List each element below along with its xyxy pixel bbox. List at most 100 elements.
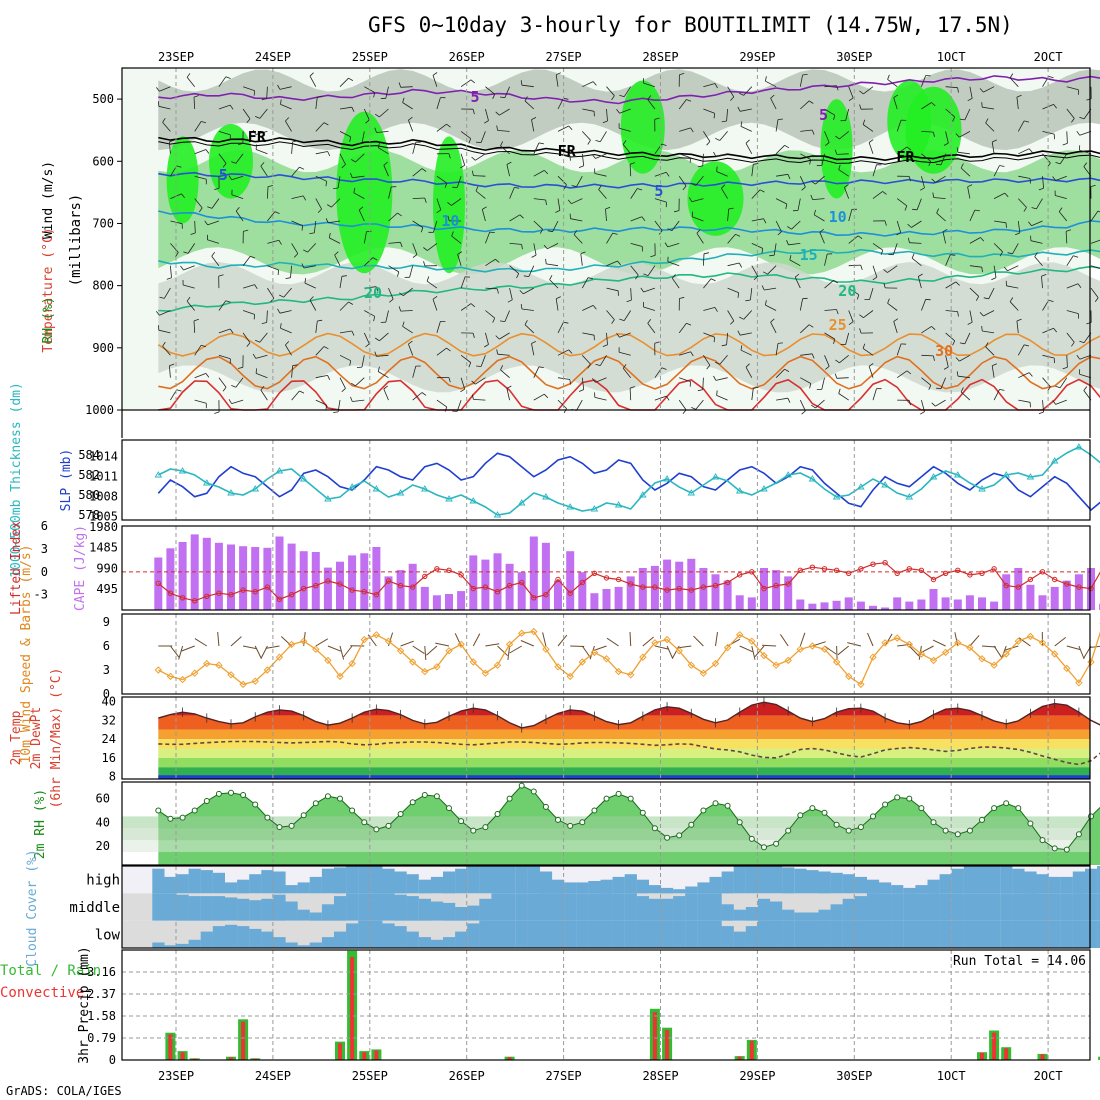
thickness-marker bbox=[663, 475, 671, 482]
wind-barb-flag bbox=[979, 88, 984, 93]
wind-barb-flag bbox=[238, 366, 243, 369]
wind-barb bbox=[813, 214, 825, 222]
wind-barb-flag bbox=[323, 346, 329, 350]
wind-barb-flag bbox=[309, 72, 314, 77]
surface-wind-barb bbox=[230, 636, 242, 647]
cape-bar bbox=[990, 601, 999, 610]
wind-barb-flag bbox=[237, 143, 244, 146]
wind-barb bbox=[743, 310, 753, 320]
rh-marker bbox=[906, 795, 913, 802]
lifted-index-marker bbox=[519, 579, 525, 586]
wind-speed-marker bbox=[227, 671, 235, 679]
precip-conv-bar bbox=[229, 1057, 233, 1060]
wind-barb-flag bbox=[713, 375, 717, 381]
wind-barb bbox=[630, 288, 632, 301]
wind-barb-flag bbox=[496, 125, 498, 131]
wind-barb-flag bbox=[563, 184, 567, 190]
surface-wind-barb bbox=[969, 635, 980, 647]
wind-barb bbox=[745, 143, 753, 154]
lifted-index-marker bbox=[204, 593, 210, 599]
wind-barb-flag bbox=[721, 344, 727, 347]
wind-barb bbox=[1058, 211, 1068, 222]
rh-marker bbox=[833, 821, 840, 828]
wind-barb-flag bbox=[470, 303, 476, 308]
cape-bar bbox=[420, 586, 429, 610]
wind-barb-flag bbox=[383, 161, 388, 166]
wind-ylabel: 10m Wind Speed & Barbs (m/s) bbox=[19, 544, 34, 763]
wind-barb bbox=[935, 399, 946, 407]
wind-barb bbox=[313, 220, 317, 233]
wind-tick: 3 bbox=[103, 663, 110, 677]
wind-barb-flag bbox=[545, 199, 547, 206]
wind-barb bbox=[218, 328, 231, 334]
wind-barb bbox=[456, 176, 462, 188]
rh-marker bbox=[215, 790, 222, 797]
wind-barb-flag bbox=[740, 345, 743, 351]
wind-barb bbox=[339, 153, 346, 165]
wind-barb-flag bbox=[555, 210, 561, 213]
lifted-index-marker bbox=[809, 564, 816, 570]
cloud-high-bar bbox=[866, 879, 880, 894]
wind-barb bbox=[1018, 175, 1031, 179]
wind-barb-flag bbox=[255, 116, 260, 119]
wind-barb bbox=[703, 83, 716, 88]
wind-barb bbox=[896, 119, 902, 132]
cloud-middle-bar bbox=[624, 893, 637, 921]
wind-barb bbox=[460, 153, 466, 166]
wind-barb bbox=[751, 218, 764, 222]
wind-barb-flag bbox=[703, 252, 709, 255]
wind-barb bbox=[352, 399, 365, 402]
wind-barb-flag bbox=[519, 214, 524, 219]
wind-barb-flag bbox=[612, 232, 618, 235]
cloud-high-bar bbox=[418, 879, 431, 894]
wind-barb bbox=[582, 108, 595, 112]
cloud-low-bar bbox=[455, 931, 468, 948]
wind-barb-flag bbox=[277, 308, 281, 314]
rh-marker bbox=[494, 811, 501, 817]
wind-barb bbox=[432, 299, 438, 311]
wind-barb-flag bbox=[686, 99, 692, 102]
cloud-low-bar bbox=[261, 931, 274, 948]
wind-barb-flag bbox=[770, 94, 775, 99]
lifted-index-marker bbox=[155, 580, 162, 586]
cape-bar bbox=[832, 600, 841, 610]
wind-barb-flag bbox=[303, 249, 308, 253]
wind-barb bbox=[945, 310, 958, 312]
wind-barb bbox=[267, 211, 276, 222]
wind-barb bbox=[436, 175, 448, 184]
cloud-high-bar bbox=[842, 874, 855, 894]
wind-barb bbox=[533, 393, 545, 401]
cloud-middle-bar bbox=[225, 897, 238, 921]
wind-barb-flag bbox=[471, 170, 474, 176]
cloud-middle-bar bbox=[152, 893, 165, 921]
wind-barb-flag bbox=[299, 166, 305, 170]
wind-barb-flag bbox=[222, 386, 227, 392]
cloud-middle-bar bbox=[552, 893, 565, 921]
cape-bar bbox=[917, 599, 926, 610]
wind-barb bbox=[571, 198, 583, 205]
wind-barb-flag bbox=[740, 121, 743, 127]
cloud-high-bar bbox=[757, 866, 771, 894]
cloud-middle-bar bbox=[1024, 893, 1037, 921]
wind-barb bbox=[967, 186, 971, 199]
wind-barb-flag bbox=[1038, 187, 1044, 191]
wind-speed-line bbox=[157, 630, 1100, 686]
wind-barb-flag bbox=[402, 321, 405, 327]
wind-barb bbox=[460, 377, 466, 390]
wind-barb-flag bbox=[1071, 118, 1075, 123]
cape-bar bbox=[432, 595, 441, 610]
wind-barb bbox=[358, 209, 365, 222]
rh-marker bbox=[615, 790, 622, 797]
wind-barb bbox=[715, 153, 728, 157]
rh-tick: 60 bbox=[96, 792, 110, 806]
wind-barb bbox=[432, 75, 438, 87]
cloud-middle-bar bbox=[757, 898, 771, 921]
wind-barb bbox=[969, 237, 981, 244]
date-label-top: 29SEP bbox=[739, 50, 775, 64]
wind-barb bbox=[993, 265, 997, 278]
upper-ylabel-wind: Wind (m/s) bbox=[41, 161, 56, 239]
cloud-low-bar bbox=[212, 926, 225, 948]
wind-barb bbox=[868, 142, 874, 154]
wind-barb bbox=[267, 239, 280, 244]
wind-barb bbox=[703, 307, 716, 311]
